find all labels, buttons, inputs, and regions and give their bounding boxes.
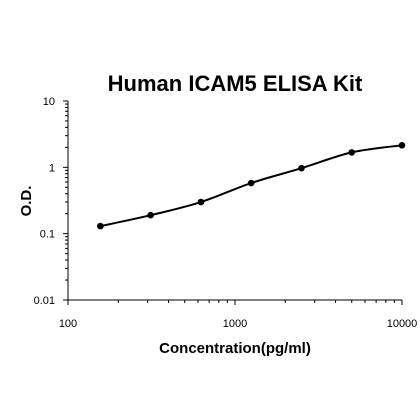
y-axis-label: O.D.: [18, 186, 35, 217]
y-tick-label: 0.01: [34, 295, 55, 307]
data-point: [247, 179, 255, 187]
ticks: 0.01 0.1 1 10 100 1000 10000: [34, 96, 418, 330]
axes: [67, 101, 402, 301]
x-tick-label: 1000: [223, 318, 247, 330]
data-point: [97, 222, 104, 230]
data-point: [197, 198, 205, 206]
y-tick-label: 0.1: [40, 229, 55, 241]
y-tick-label: 10: [43, 96, 55, 108]
data-points: [97, 141, 406, 230]
x-tick-label: 100: [59, 318, 77, 330]
data-point: [298, 164, 305, 172]
data-point: [348, 149, 356, 156]
y-tick-label: 1: [49, 162, 55, 174]
data-point: [398, 141, 406, 149]
chart-title: Human ICAM5 ELISA Kit: [108, 71, 363, 96]
data-point: [147, 211, 154, 219]
x-tick-label: 10000: [387, 318, 418, 330]
x-axis-label: Concentration(pg/ml): [159, 340, 311, 357]
